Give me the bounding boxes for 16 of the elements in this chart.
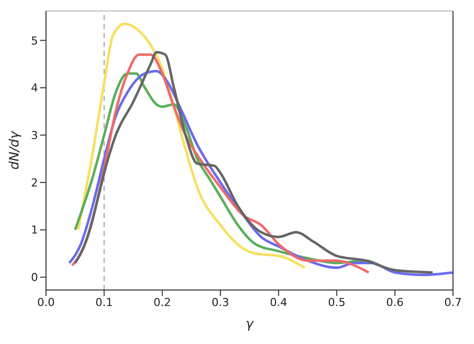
x-tick-label: 0.3 <box>212 296 230 309</box>
x-tick-label: 0.5 <box>328 296 346 309</box>
x-tick-label: 0.4 <box>270 296 288 309</box>
y-tick-label: 1 <box>31 224 38 237</box>
y-axis-title: dN/dγ <box>8 130 23 170</box>
y-tick-label: 5 <box>31 34 38 48</box>
y-tick-label: 4 <box>31 82 38 95</box>
y-tick-label: 0 <box>31 271 38 284</box>
x-tick-label: 0.6 <box>386 296 404 309</box>
x-tick-label: 0.7 <box>444 296 462 309</box>
x-axis-title: γ <box>246 317 255 332</box>
y-tick-label: 3 <box>31 129 38 142</box>
y-tick-label: 2 <box>31 176 38 190</box>
x-tick-label: 0.1 <box>95 296 113 309</box>
x-tick-label: 0.2 <box>154 296 172 309</box>
x-tick-label: 0.0 <box>37 296 55 309</box>
